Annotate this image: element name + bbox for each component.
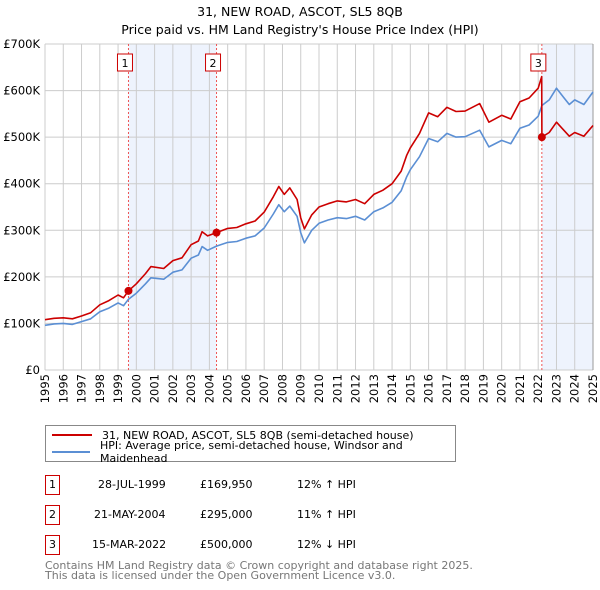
sale-row: 2 21-MAY-2004 £295,000 11% ↑ HPI	[45, 505, 545, 525]
x-tick-label: 1997	[75, 374, 89, 403]
chart-title: 31, NEW ROAD, ASCOT, SL5 8QB	[197, 4, 403, 19]
sale-label-number: 3	[535, 57, 542, 70]
x-tick-label: 2015	[403, 374, 417, 403]
x-tick-label: 2020	[495, 374, 509, 403]
sale-label-number: 1	[121, 57, 128, 70]
legend: 31, NEW ROAD, ASCOT, SL5 8QB (semi-detac…	[45, 425, 456, 465]
footer-copyright: Contains HM Land Registry data © Crown c…	[45, 559, 473, 572]
x-tick-label: 2001	[148, 374, 162, 403]
x-tick-label: 2008	[275, 374, 289, 403]
legend-swatch-hpi	[52, 451, 90, 453]
sale-row: 3 15-MAR-2022 £500,000 12% ↓ HPI	[45, 535, 545, 555]
price-chart: 1995 1996 1997 1998 1999 2000 2001 2002 2003 2004…	[3, 37, 600, 403]
x-tick-label: 2007	[257, 374, 271, 403]
x-tick-label: 1999	[111, 374, 125, 403]
hpi-line	[44, 87, 594, 327]
sale-point	[124, 286, 133, 295]
x-tick-label: 1998	[93, 374, 107, 403]
chart-subtitle: Price paid vs. HM Land Registry's House …	[121, 22, 479, 37]
sale-number: 3	[45, 535, 60, 555]
x-tick-label: 2005	[221, 374, 235, 403]
sale-date: 28-JUL-1999	[98, 478, 166, 491]
sale-row: 1 28-JUL-1999 £169,950 12% ↑ HPI	[45, 475, 545, 495]
legend-swatch-property	[52, 434, 92, 436]
y-tick-label: £300K	[3, 223, 40, 237]
sale-hpi-diff: 11% ↑ HPI	[297, 508, 356, 521]
sale-date: 21-MAY-2004	[94, 508, 166, 521]
sale-label-box	[116, 53, 133, 72]
x-tick-label: 2011	[330, 374, 344, 403]
x-tick-label: 2002	[166, 374, 180, 403]
x-tick-label: 2004	[202, 374, 216, 403]
sale-point	[212, 228, 221, 237]
x-tick-label: 2018	[458, 374, 472, 403]
y-tick-label: £100K	[3, 316, 40, 330]
x-tick-label: 2019	[476, 374, 490, 403]
x-tick-label: 2021	[513, 374, 527, 403]
x-tick-label: 2023	[549, 374, 563, 403]
sale-number: 1	[45, 475, 60, 495]
sale-label-number: 2	[210, 57, 217, 70]
sale-point	[537, 133, 546, 142]
y-tick-label: £400K	[3, 177, 40, 191]
sale-price: £295,000	[200, 508, 253, 521]
x-tick-label: 2003	[184, 374, 198, 403]
sale-price: £500,000	[200, 538, 253, 551]
sale-label-box	[205, 53, 222, 72]
x-tick-label: 2012	[349, 374, 363, 403]
sale-date: 15-MAR-2022	[92, 538, 167, 551]
x-tick-label: 1995	[38, 374, 52, 403]
x-tick-label: 2013	[367, 374, 381, 403]
x-tick-label: 2000	[129, 374, 143, 403]
x-tick-label: 1996	[56, 374, 70, 403]
y-tick-label: £0	[25, 363, 40, 377]
y-tick-label: £500K	[3, 130, 40, 144]
x-tick-label: 2010	[312, 374, 326, 403]
x-tick-label: 2022	[531, 374, 545, 403]
sale-label-box	[530, 53, 547, 72]
x-tick-label: 2014	[385, 374, 399, 403]
x-tick-label: 2017	[440, 374, 454, 403]
x-tick-label: 2024	[568, 374, 582, 403]
legend-label-property: 31, NEW ROAD, ASCOT, SL5 8QB (semi-detac…	[102, 428, 414, 442]
x-tick-label: 2025	[586, 374, 600, 403]
sale-hpi-diff: 12% ↓ HPI	[297, 538, 356, 551]
x-tick-label: 2016	[422, 374, 436, 403]
y-tick-label: £200K	[3, 270, 40, 284]
shaded-period	[541, 44, 593, 370]
y-tick-label: £600K	[3, 84, 40, 98]
x-tick-label: 2009	[294, 374, 308, 403]
sale-number: 2	[45, 505, 60, 525]
x-tick-label: 2006	[239, 374, 253, 403]
y-tick-label: £700K	[3, 37, 40, 51]
legend-label-hpi: HPI: Average price, semi-detached house,…	[100, 439, 403, 465]
sale-hpi-diff: 12% ↑ HPI	[297, 478, 356, 491]
property-price-line	[44, 75, 594, 321]
footer-licence: This data is licensed under the Open Gov…	[45, 569, 396, 582]
sale-price: £169,950	[200, 478, 253, 491]
